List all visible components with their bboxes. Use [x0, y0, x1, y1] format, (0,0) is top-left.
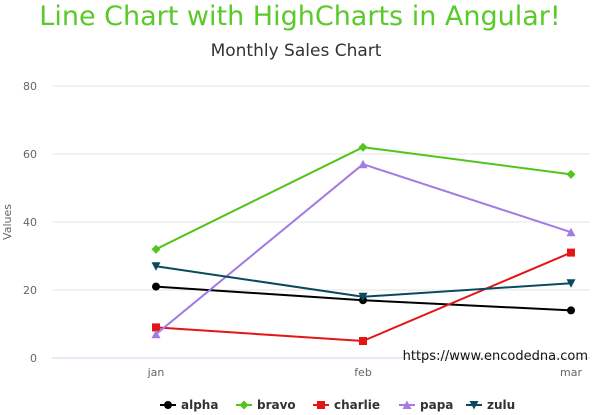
data-point-charlie-mar	[567, 248, 575, 257]
legend-item-zulu[interactable]: zulu	[466, 398, 515, 412]
legend-marker-bravo	[239, 400, 249, 410]
data-point-papa-jan	[151, 329, 161, 339]
legend-marker-charlie	[317, 401, 325, 409]
y-axis-title: Values	[1, 204, 14, 240]
legend-label-alpha: alpha	[181, 398, 218, 412]
data-point-zulu-mar	[566, 279, 576, 288]
legend-item-charlie[interactable]: charlie	[313, 398, 380, 412]
data-point-alpha-mar	[567, 306, 575, 315]
series-papa	[151, 159, 576, 339]
legend-label-bravo: bravo	[257, 398, 296, 412]
legend-marker-alpha	[164, 401, 172, 409]
data-point-charlie-jan	[152, 323, 160, 332]
legend: alpha bravo charlie papa zulu	[160, 398, 515, 412]
data-point-bravo-feb	[358, 142, 368, 152]
data-point-papa-mar	[566, 227, 576, 237]
y-tick-label: 80	[23, 80, 37, 93]
legend-label-zulu: zulu	[487, 398, 515, 412]
series-line-papa	[155, 163, 572, 335]
legend-item-alpha[interactable]: alpha	[160, 398, 218, 412]
x-tick-label-jan: jan	[147, 366, 165, 379]
watermark-url: https://www.encodedna.com	[403, 349, 588, 364]
series-charlie	[152, 248, 575, 345]
data-point-papa-feb	[358, 159, 368, 169]
data-point-alpha-jan	[152, 282, 160, 291]
legend-label-papa: papa	[420, 398, 453, 412]
y-tick-label: 20	[23, 284, 37, 297]
y-tick-label: 40	[23, 216, 37, 229]
x-axis-ticks: jan feb mar	[147, 366, 583, 379]
series-zulu	[151, 262, 576, 302]
legend-label-charlie: charlie	[334, 398, 380, 412]
chart-title: Monthly Sales Chart	[211, 41, 382, 61]
data-point-zulu-feb	[358, 292, 368, 302]
y-tick-label: 0	[30, 352, 37, 365]
data-point-bravo-jan	[151, 244, 161, 254]
grid-lines	[52, 85, 590, 359]
series-layer	[151, 142, 576, 345]
legend-marker-zulu	[469, 401, 479, 410]
data-point-zulu-jan	[151, 262, 161, 271]
x-tick-label-feb: feb	[354, 366, 372, 379]
series-line-zulu	[155, 265, 572, 298]
legend-item-bravo[interactable]: bravo	[236, 398, 296, 412]
y-tick-label: 60	[23, 148, 37, 161]
x-tick-label-mar: mar	[560, 366, 582, 379]
data-point-charlie-feb	[359, 337, 367, 345]
legend-item-papa[interactable]: papa	[399, 398, 453, 412]
data-point-bravo-mar	[566, 169, 576, 179]
legend-marker-papa	[402, 400, 412, 409]
page-banner: Line Chart with HighCharts in Angular!	[39, 1, 561, 32]
y-axis-ticks: 0 20 40 60 80	[23, 80, 37, 365]
series-bravo	[151, 142, 576, 254]
